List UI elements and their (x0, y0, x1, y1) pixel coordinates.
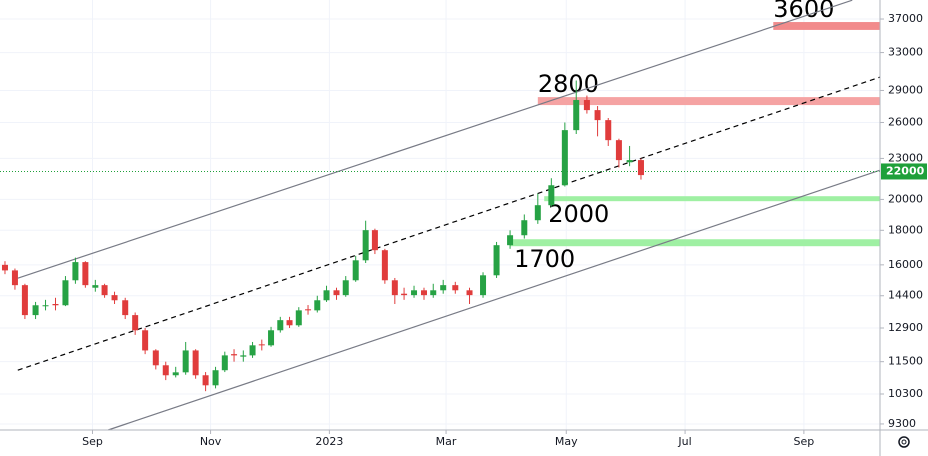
zone-label: 2800 (538, 70, 599, 98)
zone-label: 3600 (773, 0, 834, 23)
candle-body (420, 290, 427, 296)
candle-body (314, 300, 321, 311)
last-price-box (881, 163, 927, 180)
candle-body (42, 305, 49, 307)
candle-body (411, 290, 418, 296)
candle-body (162, 365, 169, 376)
candle-body (391, 280, 398, 296)
candle-body (221, 355, 228, 371)
candle-body (352, 260, 359, 281)
x-tick-label: May (555, 435, 578, 448)
candle-body (615, 140, 622, 161)
channel-line (17, 76, 881, 371)
candle-body (52, 304, 59, 306)
candle-body (381, 250, 388, 281)
candle-body (72, 262, 79, 281)
candle-body (101, 285, 108, 296)
candle-body (583, 100, 590, 111)
candle-body (573, 100, 580, 131)
candle-body (212, 370, 219, 386)
candle-body (561, 130, 568, 186)
candle-body (333, 290, 340, 296)
y-tick-label: 18000 (888, 223, 923, 236)
candle-body (480, 275, 487, 296)
candle-body (258, 344, 265, 346)
settings-icon[interactable] (898, 436, 910, 448)
candle-body (122, 300, 129, 316)
candle-body (152, 350, 159, 366)
candle-body (132, 315, 139, 331)
candle-body (249, 345, 256, 356)
candle-body (440, 285, 447, 291)
candle-body (172, 372, 179, 376)
y-tick-label: 37000 (888, 12, 923, 25)
y-tick-label: 14400 (888, 289, 923, 302)
candle-body (32, 305, 39, 316)
candle-body (192, 350, 199, 376)
channel-line (107, 169, 881, 431)
y-tick-label: 12900 (888, 321, 923, 334)
candle-body (286, 320, 293, 326)
candle-body (62, 280, 69, 306)
y-tick-label: 23000 (888, 151, 923, 164)
y-tick-label: 33000 (888, 46, 923, 59)
x-tick-label: 2023 (315, 435, 343, 448)
candle-body (466, 290, 473, 296)
candle-body (626, 160, 633, 163)
y-tick-label: 16000 (888, 258, 923, 271)
candle-body (605, 120, 612, 141)
candle-body (371, 230, 378, 251)
last-price-label: 22000 (886, 164, 925, 177)
candle-body (182, 350, 189, 373)
y-tick-label: 9300 (888, 417, 916, 430)
candle-body (111, 295, 118, 301)
y-tick-label: 26000 (888, 115, 923, 128)
candle-body (142, 330, 149, 351)
candle-body (323, 290, 330, 301)
candle-body (240, 355, 247, 357)
zone-label: 1700 (514, 245, 575, 273)
candle-body (1, 264, 8, 271)
candle-body (202, 375, 209, 386)
x-tick-label: Jul (677, 435, 691, 448)
x-tick-label: Sep (794, 435, 815, 448)
candle-body (305, 309, 312, 311)
zone (544, 196, 880, 202)
candle-body (637, 160, 644, 176)
x-tick-label: Sep (82, 435, 103, 448)
candle-body (507, 235, 514, 246)
candle-body (11, 270, 18, 286)
channel-line (17, 0, 853, 279)
candle-body (548, 185, 555, 206)
candle-body (594, 110, 601, 121)
candle-body (401, 293, 408, 296)
candle-body (268, 330, 275, 346)
candle-body (521, 220, 528, 236)
candle-body (342, 280, 349, 296)
candle-body (452, 285, 459, 291)
candle-body (362, 230, 369, 261)
candle-body (82, 262, 89, 286)
y-tick-label: 11500 (888, 355, 923, 368)
zone (537, 97, 880, 106)
y-tick-label: 10300 (888, 387, 923, 400)
y-tick-label: 20000 (888, 192, 923, 205)
x-tick-label: Nov (200, 435, 222, 448)
candle-body (295, 310, 302, 326)
zone-label: 2000 (548, 200, 609, 228)
candle-body (430, 290, 437, 296)
candle-body (231, 354, 238, 356)
zone (773, 22, 880, 30)
candle-body (92, 285, 99, 288)
candle-body (534, 205, 541, 221)
candle-body (21, 285, 28, 316)
candle-body (277, 320, 284, 331)
zone (510, 239, 880, 247)
candle-body (493, 245, 500, 276)
y-tick-label: 29000 (888, 83, 923, 96)
x-tick-label: Mar (436, 435, 457, 448)
